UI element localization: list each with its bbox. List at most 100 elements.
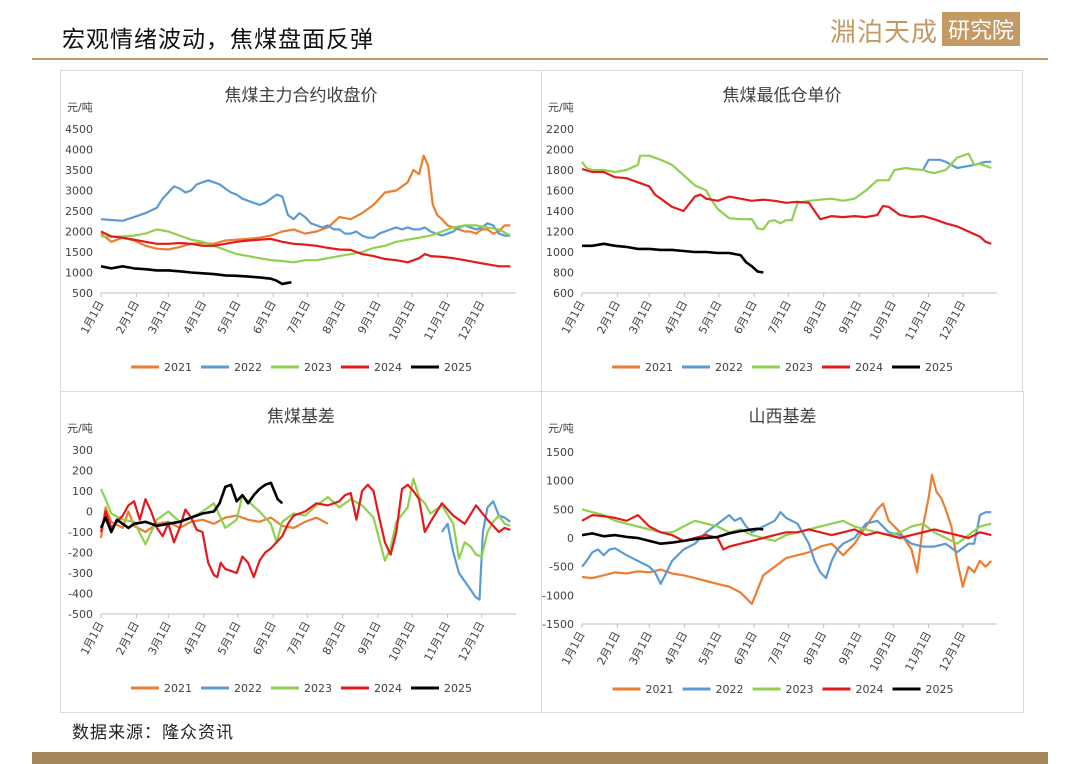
x-tick-label: 1月1日 — [559, 629, 587, 667]
x-tick-label: 5月1日 — [696, 629, 724, 667]
x-tick-label: 12月1日 — [937, 629, 969, 673]
x-tick-label: 2月1日 — [595, 298, 623, 336]
y-tick-label: 2200 — [546, 123, 574, 136]
y-tick-label: 600 — [553, 287, 574, 300]
y-tick-label: 800 — [553, 267, 574, 280]
chart-panel-min-warrant: 焦煤最低仓单价 元/吨 600 800 1000 1200 1400 1600 1800 2000… — [541, 70, 1023, 392]
legend-label: 2021 — [645, 361, 673, 374]
x-tick-label: 9月1日 — [355, 619, 383, 657]
series-line-2025 — [100, 265, 292, 286]
x-tick-label: 9月1日 — [355, 298, 383, 336]
legend-label: 2023 — [304, 682, 332, 695]
x-tick-label: 2月1日 — [114, 619, 142, 657]
x-tick-label: 7月1日 — [766, 629, 794, 667]
x-tick-label: 4月1日 — [662, 629, 690, 667]
x-tick-label: 4月1日 — [181, 619, 209, 657]
x-tick-label: 10月1日 — [867, 298, 899, 342]
y-tick-label: 1200 — [546, 226, 574, 239]
series-line-2024 — [100, 230, 511, 268]
y-tick-label: 2000 — [546, 144, 574, 157]
x-tick-label: 8月1日 — [801, 629, 829, 667]
x-tick-label: 6月1日 — [250, 619, 278, 657]
y-tick-label: 3500 — [65, 164, 93, 177]
series-line-2024 — [99, 483, 511, 579]
legend-label: 2021 — [646, 683, 674, 696]
y-tick-label: -300 — [68, 567, 93, 580]
x-tick-label: 10月1日 — [386, 619, 418, 663]
y-tick-label: -1000 — [542, 589, 574, 602]
x-tick-label: 3月1日 — [627, 629, 655, 667]
x-tick-label: 12月1日 — [456, 298, 488, 342]
legend-label: 2025 — [444, 361, 472, 374]
series-line-2024 — [581, 514, 992, 551]
series-line-2021 — [581, 473, 993, 605]
chart-title: 焦煤基差 — [267, 407, 335, 427]
legend-label: 2023 — [304, 361, 332, 374]
legend-label: 2024 — [374, 361, 402, 374]
header-divider — [32, 58, 1048, 60]
y-tick-label: 1400 — [546, 205, 574, 218]
legend-label: 2025 — [925, 361, 953, 374]
x-tick-label: 9月1日 — [836, 629, 864, 667]
series-line-2025 — [581, 527, 764, 545]
x-tick-label: 7月1日 — [285, 619, 313, 657]
chart-panel-shanxi-basis: 山西基差 元/吨 -1500 -1000 -500 0 500 1000 1500 1月1日 2月1… — [541, 391, 1024, 713]
footer-bar — [32, 752, 1048, 764]
y-unit-label: 元/吨 — [548, 422, 574, 435]
legend-label: 2024 — [855, 361, 883, 374]
chart-panel-basis: 焦煤基差 元/吨 -500 -400 -300 -200 -100 0 100 200 300 1月1… — [60, 391, 542, 713]
x-tick-label: 5月1日 — [215, 298, 243, 336]
y-unit-label: 元/吨 — [548, 101, 574, 114]
logo-text: 淵泊天成 — [830, 18, 939, 48]
x-tick-label: 8月1日 — [320, 619, 348, 657]
y-tick-label: 4000 — [65, 144, 93, 157]
x-tick-label: 1月1日 — [559, 298, 587, 336]
series-line-2024 — [581, 167, 992, 245]
y-tick-label: 500 — [72, 287, 93, 300]
y-tick-label: 3000 — [65, 185, 93, 198]
legend-label: 2023 — [785, 361, 813, 374]
x-tick-label: 12月1日 — [937, 298, 969, 342]
x-tick-label: 11月1日 — [422, 619, 454, 663]
x-tick-label: 2月1日 — [595, 629, 623, 667]
series-line-2022 — [581, 511, 992, 585]
x-tick-label: 6月1日 — [250, 298, 278, 336]
x-tick-label: 3月1日 — [146, 619, 174, 657]
y-tick-label: 0 — [567, 532, 574, 545]
x-tick-label: 4月1日 — [662, 298, 690, 336]
x-tick-label: 8月1日 — [801, 298, 829, 336]
y-tick-label: -500 — [549, 561, 574, 574]
legend-label: 2024 — [374, 682, 402, 695]
series-line-2023 — [581, 508, 992, 545]
series-line-2023 — [100, 224, 511, 264]
chart-panel-main-contract: 焦煤主力合约收盘价 元/吨 500 1000 1500 2000 2500 3000 3500 4… — [60, 70, 542, 392]
x-tick-label: 3月1日 — [146, 298, 174, 336]
page-title: 宏观情绪波动，焦煤盘面反弹 — [62, 27, 374, 53]
y-tick-label: -100 — [68, 526, 93, 539]
brand-logo: 淵泊天成 研究院 — [830, 12, 1021, 49]
series-line-2023 — [581, 152, 992, 231]
y-tick-label: 1000 — [65, 267, 93, 280]
x-tick-label: 7月1日 — [285, 298, 313, 336]
y-tick-label: 4500 — [65, 123, 93, 136]
y-tick-label: 2000 — [65, 226, 93, 239]
x-tick-label: 1月1日 — [78, 619, 106, 657]
x-tick-label: 6月1日 — [731, 629, 759, 667]
y-tick-label: 1800 — [546, 164, 574, 177]
chart-title: 焦煤最低仓单价 — [723, 86, 842, 106]
legend-label: 2021 — [164, 361, 192, 374]
y-tick-label: 500 — [553, 503, 574, 516]
x-tick-label: 11月1日 — [903, 298, 935, 342]
y-tick-label: 200 — [72, 465, 93, 478]
y-tick-label: -200 — [68, 547, 93, 560]
x-tick-label: 10月1日 — [867, 629, 899, 673]
y-tick-label: -1500 — [542, 618, 574, 631]
legend-label: 2025 — [444, 682, 472, 695]
y-tick-label: 1500 — [65, 246, 93, 259]
x-tick-label: 4月1日 — [181, 298, 209, 336]
chart-title: 焦煤主力合约收盘价 — [225, 86, 378, 106]
y-tick-label: 1600 — [546, 185, 574, 198]
legend-label: 2022 — [715, 361, 743, 374]
